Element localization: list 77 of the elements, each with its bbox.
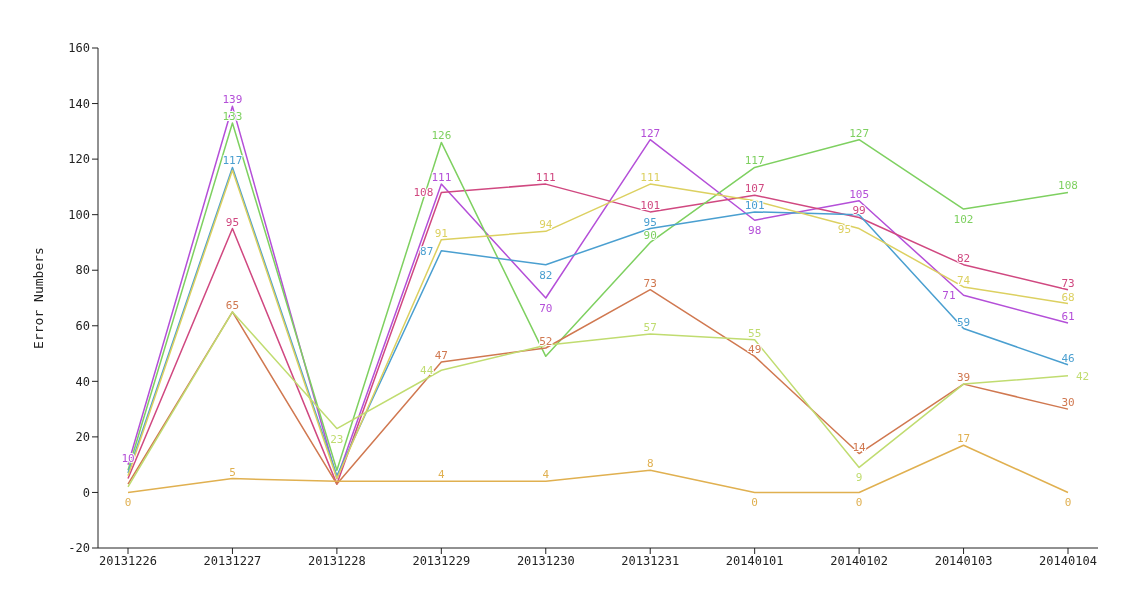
y-tick-label: 40: [75, 374, 90, 389]
data-label: 95: [225, 215, 240, 229]
data-label: 17: [956, 432, 971, 446]
data-label: 59: [956, 315, 971, 329]
data-label: 39: [956, 371, 971, 385]
y-axis-title: Error Numbers: [30, 247, 46, 349]
data-label: 98: [748, 224, 762, 238]
data-label: 82: [956, 251, 971, 265]
data-label: 139: [222, 93, 243, 107]
data-label: 127: [640, 126, 661, 140]
data-label: 117: [744, 154, 765, 168]
data-label: 5: [229, 465, 236, 479]
data-label: 49: [748, 343, 762, 357]
x-tick-label: 20131230: [516, 553, 575, 568]
data-label: 107: [744, 182, 765, 196]
data-label: 46: [1061, 351, 1075, 365]
data-label: 44: [420, 364, 434, 378]
data-label: 73: [1061, 276, 1075, 290]
data-label: 8: [646, 457, 654, 471]
x-tick-label: 20131229: [412, 553, 471, 568]
data-label: 57: [643, 321, 657, 335]
data-label: 94: [539, 218, 553, 232]
data-label: 108: [1058, 179, 1078, 193]
data-label: 95: [643, 215, 657, 229]
data-label: 47: [434, 348, 448, 362]
data-label: 99: [852, 204, 866, 218]
data-label: 87: [420, 244, 434, 258]
data-label: 52: [539, 335, 553, 348]
y-tick-label: 140: [68, 96, 90, 111]
data-label: 0: [751, 496, 758, 510]
data-label: 61: [1061, 310, 1075, 323]
data-label: 0: [855, 496, 863, 510]
y-tick-label: 80: [75, 263, 90, 278]
data-label: 101: [640, 198, 661, 212]
y-tick-label: 100: [68, 207, 90, 222]
data-label: 91: [434, 226, 448, 240]
data-label: 111: [640, 171, 661, 185]
data-label: 105: [849, 187, 870, 201]
x-tick-label: 20140102: [830, 553, 889, 568]
data-label: 71: [942, 289, 956, 303]
data-label: 102: [953, 213, 974, 227]
y-tick-label: 60: [75, 319, 90, 334]
data-label: 101: [744, 198, 765, 212]
y-tick-label: 0: [82, 485, 90, 500]
x-tick-label: 20131226: [99, 553, 157, 568]
data-label: 127: [849, 126, 870, 140]
data-label: 42: [1076, 369, 1090, 383]
data-label: 65: [225, 298, 240, 312]
data-label: 4: [438, 468, 446, 482]
data-label: 90: [643, 229, 657, 243]
data-label: 117: [222, 154, 243, 168]
data-label: 9: [855, 471, 863, 485]
y-tick-label: 120: [68, 152, 90, 167]
data-label: 111: [535, 171, 556, 185]
x-tick-label: 20131228: [307, 553, 366, 568]
data-label: 0: [1064, 496, 1072, 510]
data-label: 30: [1061, 396, 1075, 410]
x-tick-label: 20131231: [621, 553, 680, 568]
data-label: 4: [542, 468, 550, 482]
data-label: 0: [124, 496, 132, 510]
y-tick-label: -20: [68, 541, 90, 556]
x-tick-label: 20131227: [203, 553, 262, 568]
data-label: 68: [1061, 290, 1075, 304]
data-label: 70: [539, 302, 553, 315]
data-label: 23: [330, 432, 344, 446]
data-label: 82: [539, 268, 553, 282]
x-tick-label: 20140101: [725, 553, 784, 568]
y-tick-label: 20: [75, 430, 90, 445]
y-tick-label: 160: [68, 41, 90, 56]
data-label: 73: [643, 276, 657, 290]
data-label: 74: [956, 273, 971, 287]
data-label: 14: [852, 440, 867, 454]
data-label: 111: [431, 171, 452, 185]
x-tick-label: 20140104: [1039, 553, 1097, 568]
data-label: 55: [748, 326, 762, 340]
data-label: 126: [431, 129, 452, 143]
x-tick-label: 20140103: [934, 553, 993, 568]
